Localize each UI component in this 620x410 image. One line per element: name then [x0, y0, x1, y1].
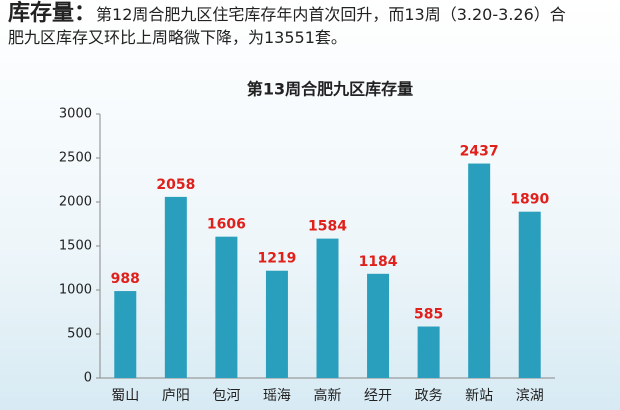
- chart-title: 第13周合肥九区库存量: [247, 80, 413, 99]
- y-tick-label: 2500: [59, 151, 92, 166]
- y-tick-label: 2000: [59, 195, 92, 210]
- value-label: 988: [111, 271, 140, 287]
- x-tick-label: 经开: [364, 388, 392, 404]
- bar: [316, 238, 339, 378]
- y-tick-label: 1000: [59, 283, 92, 298]
- bar: [468, 163, 491, 378]
- value-label: 2437: [460, 144, 499, 160]
- value-label: 585: [414, 307, 443, 323]
- x-tick-label: 庐阳: [162, 388, 190, 404]
- value-label: 1184: [359, 254, 398, 270]
- header-label: 库存量：: [8, 1, 97, 26]
- bar: [215, 236, 238, 378]
- x-tick-label: 蜀山: [111, 388, 139, 404]
- y-tick-label: 500: [67, 327, 92, 342]
- y-tick-label: 1500: [59, 239, 92, 254]
- y-tick-label: 0: [84, 371, 92, 386]
- y-tick-label: 3000: [59, 107, 92, 122]
- header-text: 第12周合肥九区住宅库存年内首次回升，而13周（3.20-3.26）合肥九区库存…: [8, 5, 566, 47]
- bar: [164, 196, 187, 378]
- x-tick-label: 滨湖: [516, 388, 544, 404]
- x-tick-label: 新站: [465, 388, 493, 404]
- value-label: 2058: [156, 177, 195, 193]
- header: 库存量：第12周合肥九区住宅库存年内首次回升，而13周（3.20-3.26）合肥…: [8, 2, 568, 49]
- x-tick-label: 高新: [314, 387, 342, 404]
- x-tick-label: 瑶海: [263, 388, 291, 404]
- value-label: 1584: [308, 219, 347, 235]
- bar: [114, 291, 137, 378]
- bar: [265, 270, 288, 378]
- bar: [367, 273, 390, 378]
- bar: [518, 211, 541, 378]
- bar: [417, 326, 440, 378]
- x-tick-label: 包河: [212, 388, 240, 404]
- x-tick-label: 政务: [415, 388, 443, 404]
- value-label: 1606: [207, 217, 246, 233]
- value-label: 1890: [510, 192, 549, 208]
- value-label: 1219: [257, 251, 296, 267]
